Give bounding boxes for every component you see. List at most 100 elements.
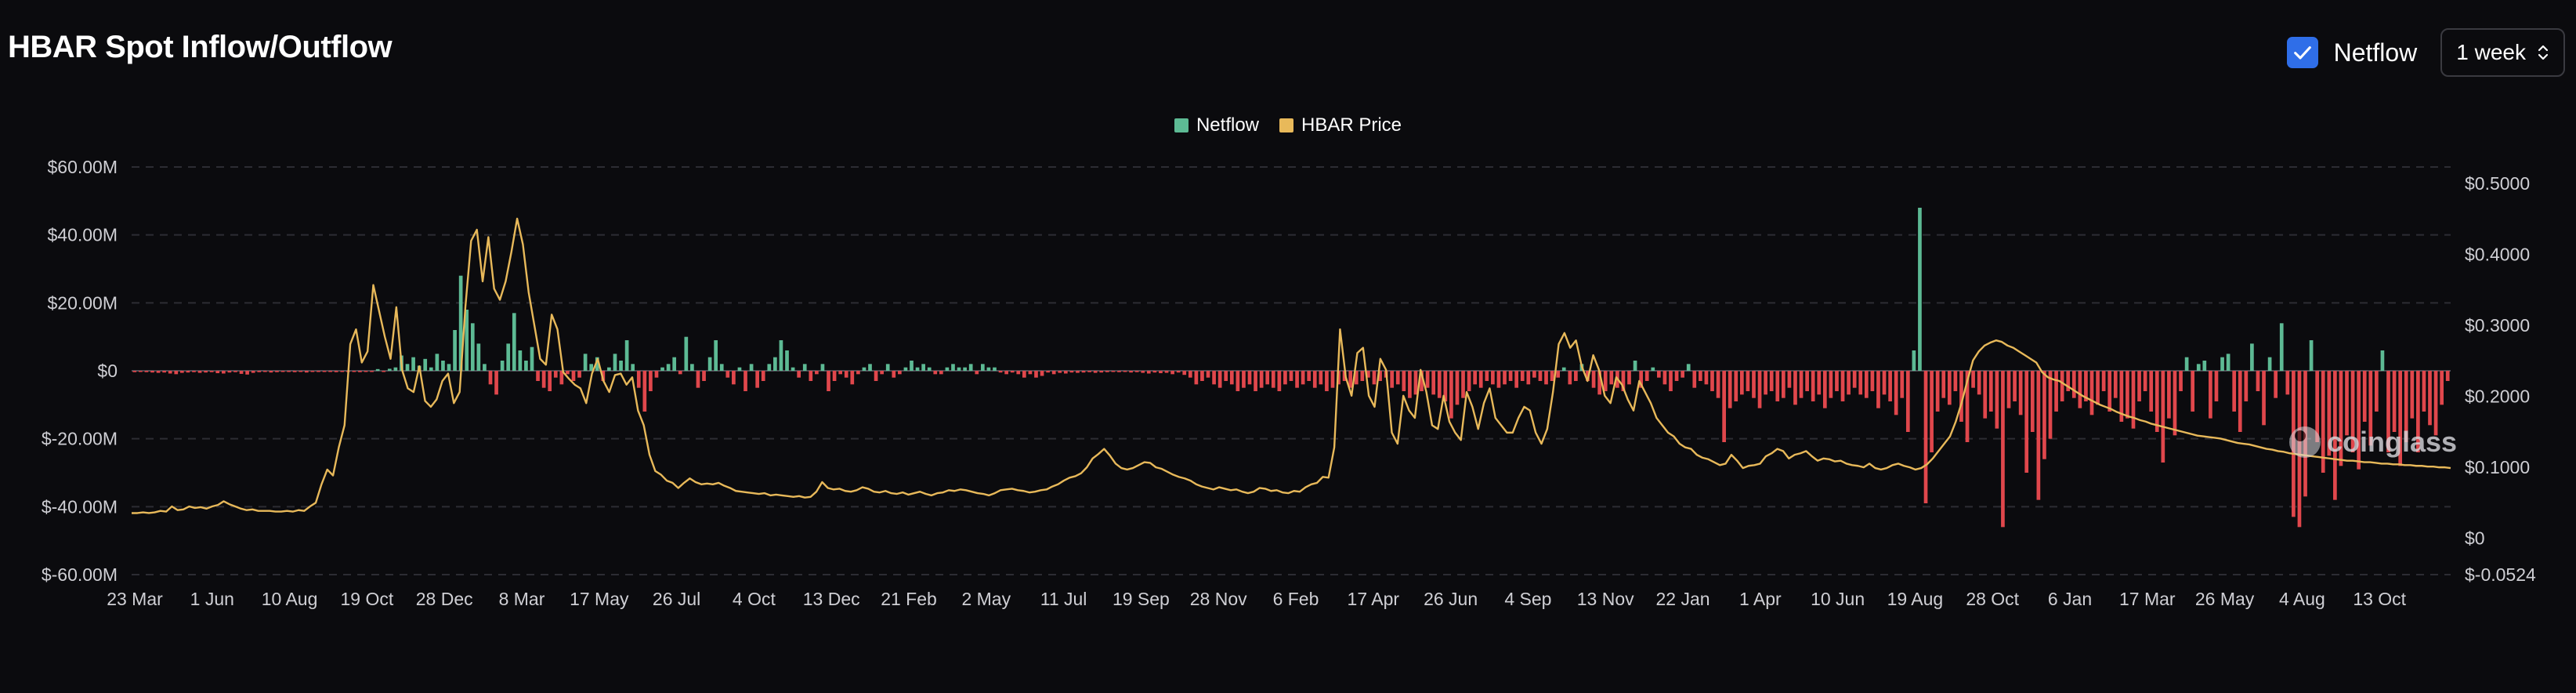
netflow-bar[interactable]: [2107, 371, 2112, 412]
netflow-bar[interactable]: [180, 371, 184, 373]
netflow-bar[interactable]: [192, 371, 196, 372]
netflow-bar[interactable]: [749, 364, 754, 371]
netflow-bar[interactable]: [1312, 371, 1317, 388]
netflow-bar[interactable]: [2078, 371, 2082, 408]
netflow-bar[interactable]: [1443, 371, 1448, 401]
netflow-bar[interactable]: [1681, 371, 1684, 378]
netflow-bar[interactable]: [1271, 371, 1275, 388]
netflow-bar[interactable]: [2232, 371, 2237, 412]
netflow-bar[interactable]: [981, 364, 985, 371]
netflow-bar[interactable]: [880, 371, 884, 375]
netflow-bar[interactable]: [856, 371, 860, 375]
netflow-bar[interactable]: [1265, 371, 1270, 385]
netflow-bar[interactable]: [809, 371, 813, 381]
netflow-bar[interactable]: [1953, 371, 1958, 391]
netflow-bar[interactable]: [304, 371, 309, 373]
netflow-bar[interactable]: [714, 340, 718, 371]
netflow-bar[interactable]: [797, 371, 801, 378]
netflow-bar[interactable]: [411, 357, 415, 371]
netflow-bar[interactable]: [785, 350, 789, 371]
netflow-bar[interactable]: [1016, 371, 1021, 375]
netflow-bar[interactable]: [1229, 371, 1234, 385]
netflow-bar[interactable]: [1847, 371, 1851, 395]
netflow-bar[interactable]: [1236, 371, 1240, 391]
netflow-bar[interactable]: [1087, 371, 1091, 372]
netflow-bar[interactable]: [310, 371, 315, 372]
netflow-bar[interactable]: [885, 364, 890, 371]
netflow-bar[interactable]: [1556, 371, 1561, 378]
netflow-bar[interactable]: [696, 371, 700, 388]
netflow-bar[interactable]: [1028, 371, 1033, 375]
netflow-bar[interactable]: [1063, 371, 1068, 374]
netflow-bar[interactable]: [553, 371, 558, 378]
netflow-bar[interactable]: [1307, 371, 1312, 381]
netflow-bar[interactable]: [1076, 371, 1080, 373]
netflow-bar[interactable]: [1817, 371, 1822, 395]
netflow-bar[interactable]: [536, 371, 540, 381]
netflow-bar[interactable]: [1627, 371, 1631, 385]
netflow-bar[interactable]: [2060, 371, 2064, 401]
netflow-bar[interactable]: [506, 343, 511, 371]
netflow-bar[interactable]: [1728, 371, 1732, 408]
netflow-bar[interactable]: [1805, 371, 1809, 391]
netflow-bar[interactable]: [1692, 371, 1697, 388]
netflow-bar[interactable]: [1437, 371, 1442, 398]
netflow-bar[interactable]: [1413, 371, 1418, 395]
netflow-bar[interactable]: [2161, 371, 2165, 463]
legend-item-netflow[interactable]: Netflow: [1174, 114, 1259, 136]
netflow-bar[interactable]: [441, 361, 445, 371]
netflow-bar[interactable]: [743, 371, 747, 391]
netflow-bar[interactable]: [500, 361, 505, 371]
netflow-bar[interactable]: [1757, 371, 1762, 408]
netflow-bar[interactable]: [1918, 208, 1922, 371]
netflow-bar[interactable]: [1004, 371, 1008, 375]
netflow-bar[interactable]: [174, 371, 179, 375]
netflow-bar[interactable]: [1603, 371, 1608, 391]
netflow-bar[interactable]: [1010, 371, 1015, 373]
netflow-bar[interactable]: [559, 371, 564, 385]
netflow-bar[interactable]: [678, 371, 682, 375]
netflow-bar[interactable]: [767, 364, 772, 371]
netflow-bar[interactable]: [2404, 371, 2408, 442]
netflow-bar[interactable]: [2089, 371, 2094, 415]
netflow-bar[interactable]: [2155, 371, 2159, 432]
netflow-bar[interactable]: [429, 367, 433, 371]
netflow-bar[interactable]: [1360, 371, 1365, 381]
netflow-bar[interactable]: [1686, 364, 1691, 371]
netflow-bar[interactable]: [2066, 371, 2071, 391]
netflow-bar[interactable]: [862, 367, 867, 371]
netflow-bar[interactable]: [1674, 371, 1679, 381]
netflow-bar[interactable]: [2445, 371, 2450, 381]
netflow-bar[interactable]: [1051, 371, 1056, 375]
netflow-bar[interactable]: [1069, 371, 1074, 373]
netflow-bar[interactable]: [1431, 371, 1436, 395]
netflow-bar[interactable]: [892, 371, 896, 378]
netflow-bar[interactable]: [820, 364, 825, 371]
netflow-bar[interactable]: [779, 340, 783, 371]
netflow-bar[interactable]: [1633, 361, 1637, 371]
netflow-bar[interactable]: [1164, 371, 1169, 373]
netflow-bar[interactable]: [1651, 367, 1655, 371]
netflow-bar[interactable]: [215, 371, 220, 374]
netflow-bar[interactable]: [2357, 371, 2361, 470]
netflow-bar[interactable]: [2267, 357, 2272, 371]
netflow-bar[interactable]: [2054, 371, 2058, 412]
netflow-bar[interactable]: [2006, 371, 2011, 408]
netflow-bar[interactable]: [257, 371, 262, 372]
netflow-bar[interactable]: [2440, 371, 2444, 405]
netflow-bar[interactable]: [636, 371, 641, 388]
netflow-bar[interactable]: [1247, 371, 1252, 385]
netflow-bar[interactable]: [269, 371, 273, 373]
netflow-bar[interactable]: [1965, 371, 1970, 442]
netflow-bar[interactable]: [358, 371, 362, 372]
netflow-bar[interactable]: [1129, 371, 1133, 373]
netflow-bar[interactable]: [2350, 371, 2355, 452]
netflow-bar[interactable]: [1342, 371, 1347, 381]
netflow-bar[interactable]: [405, 364, 410, 371]
netflow-bar[interactable]: [2018, 371, 2023, 415]
netflow-bar[interactable]: [1022, 371, 1026, 378]
netflow-bar[interactable]: [2209, 371, 2212, 419]
netflow-bar[interactable]: [1621, 371, 1626, 391]
netflow-bar[interactable]: [1930, 371, 1934, 452]
netflow-bar[interactable]: [1858, 371, 1863, 395]
